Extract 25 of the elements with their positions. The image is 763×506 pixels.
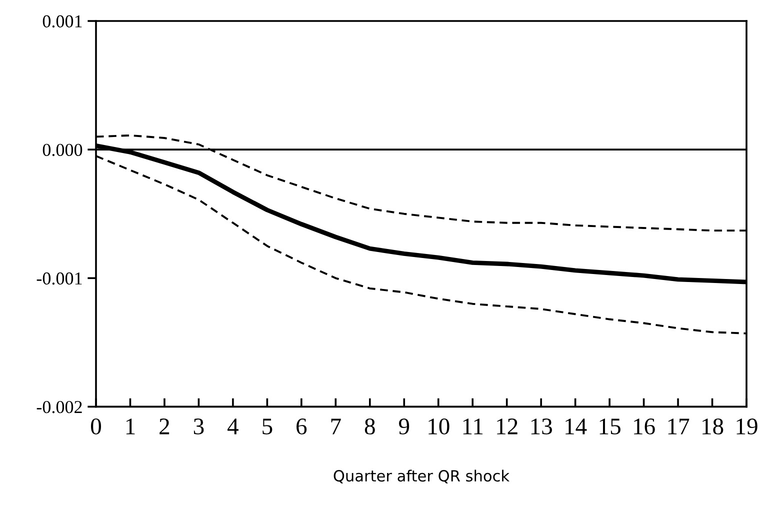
y-tick-label: -0.001 [36, 272, 82, 285]
x-tick-label: 7 [331, 418, 341, 434]
x-tick-label: 15 [600, 418, 620, 434]
x-tick-label: 10 [428, 418, 450, 434]
x-tick-label: 12 [497, 418, 518, 434]
y-tick-label: 0.000 [42, 144, 82, 156]
x-tick-label: 14 [566, 418, 587, 434]
x-tick-label: 4 [228, 418, 238, 434]
y-tick-label: -0.002 [36, 400, 82, 414]
x-tick-label: 13 [531, 418, 552, 434]
x-axis-title: Quarter after QR shock [334, 470, 510, 484]
x-tick-label: 19 [736, 418, 758, 434]
x-tick-label: 6 [296, 418, 307, 434]
y-tick-label: 0.001 [42, 15, 82, 28]
x-tick-label: 1 [126, 418, 135, 434]
x-tick-label: 5 [262, 418, 272, 434]
x-tick-label: 0 [90, 418, 102, 434]
x-tick-label: 16 [634, 418, 655, 434]
x-tick-label: 8 [364, 418, 375, 434]
x-tick-label: 11 [463, 418, 483, 434]
x-tick-label: 18 [702, 418, 724, 434]
x-tick-label: 2 [160, 418, 170, 434]
x-tick-label: 9 [398, 418, 410, 434]
x-tick-label: 17 [668, 418, 690, 434]
x-tick-label: 3 [194, 418, 204, 434]
